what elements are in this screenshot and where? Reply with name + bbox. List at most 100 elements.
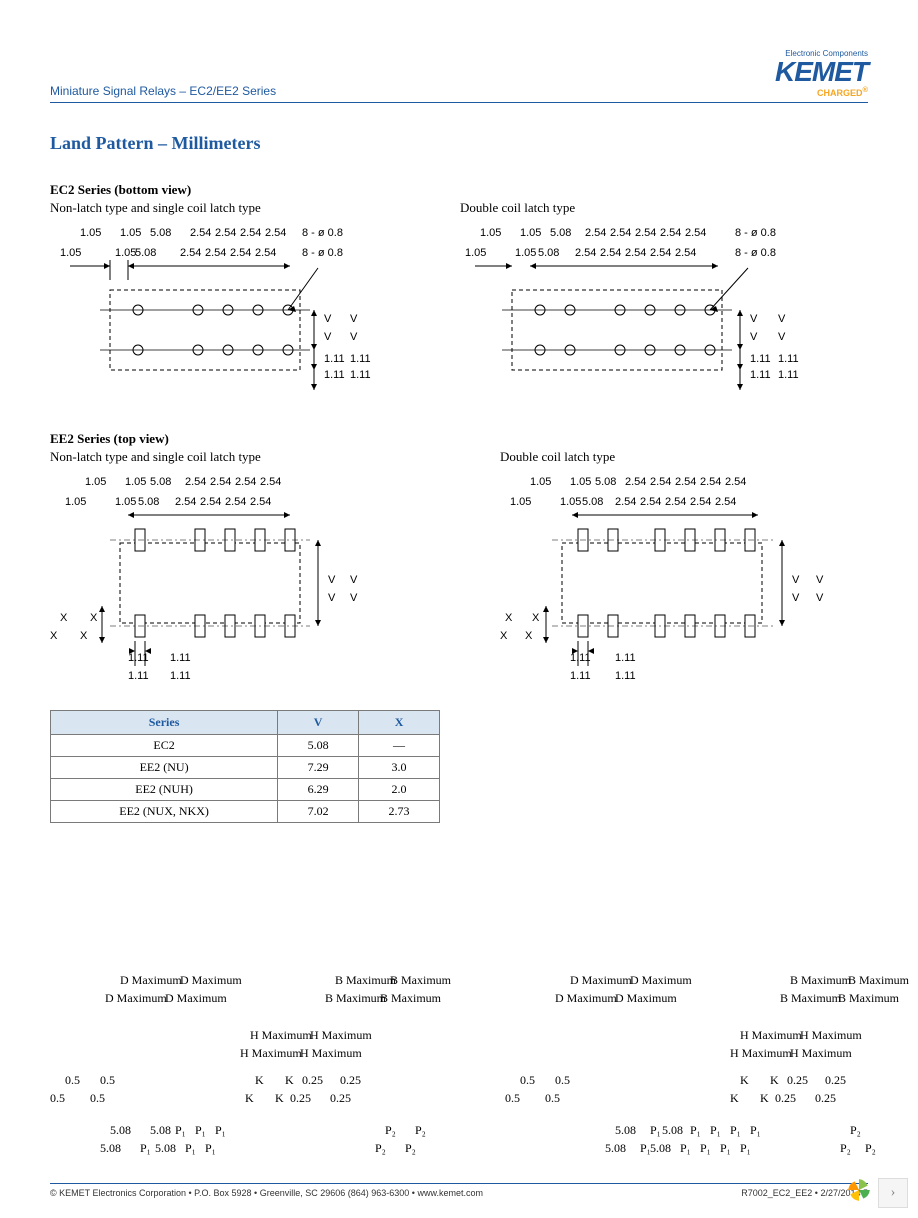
five08: 5.08: [150, 1123, 171, 1138]
dim-label: 1.11: [750, 353, 771, 365]
dim-label: 1.11: [350, 353, 371, 365]
kemet-logo: Electronic Components KEMET CHARGED®: [775, 50, 868, 98]
d-max: D Maximum: [120, 973, 182, 988]
td: 6.29: [278, 779, 359, 801]
ec2-left-subtitle: Non-latch type and single coil latch typ…: [50, 200, 380, 216]
dim-label: 1.05: [115, 496, 136, 508]
ec2-heading: EC2 Series (bottom view): [50, 182, 868, 198]
dim-label: 2.54: [200, 496, 221, 508]
dim-label: 2.54: [640, 496, 661, 508]
dim-label: V: [778, 331, 786, 343]
P2: P₂: [850, 1123, 861, 1138]
five08: 5.08: [110, 1123, 131, 1138]
section-title: Land Pattern – Millimeters: [50, 133, 868, 154]
dim-label: 2.54: [205, 247, 226, 259]
dim-label: 2.54: [675, 247, 696, 259]
dim-label: V: [816, 592, 824, 604]
ec2-diagrams: Non-latch type and single coil latch typ…: [50, 200, 868, 407]
logo-name: KEMET: [775, 58, 868, 86]
dim-label: 2.54: [625, 476, 646, 488]
th-x: X: [359, 711, 440, 735]
P1: P₁: [710, 1123, 721, 1138]
P2: P₂: [385, 1123, 396, 1138]
P2: P₂: [405, 1141, 416, 1156]
next-page-button[interactable]: ›: [878, 1178, 908, 1208]
pinwheel-icon[interactable]: [846, 1177, 872, 1208]
h-max: H Maximum: [310, 1028, 372, 1043]
dim-label: 2.54: [635, 227, 656, 239]
dim-label: X: [60, 612, 68, 624]
five08: 5.08: [605, 1141, 626, 1156]
td: 7.02: [278, 801, 359, 823]
dim-label: 1.11: [128, 670, 149, 681]
dim-label: X: [532, 612, 540, 624]
K: K: [245, 1091, 254, 1106]
dim-label: 8 - ø 0.8: [735, 227, 776, 239]
td: EE2 (NUX, NKX): [51, 801, 278, 823]
P1: P₁: [140, 1141, 151, 1156]
td: —: [359, 735, 440, 757]
td: EE2 (NUH): [51, 779, 278, 801]
dim-label: 1.11: [615, 670, 636, 681]
b-max: B Maximum: [380, 991, 441, 1006]
dim-label: V: [778, 313, 786, 325]
dim-label: 2.54: [615, 496, 636, 508]
dim-label: 1.11: [750, 369, 771, 381]
h-max: H Maximum: [790, 1046, 852, 1061]
dim-label: X: [500, 630, 508, 642]
dim-label: 1.05: [510, 496, 531, 508]
zero25: 0.25: [775, 1091, 796, 1106]
dim-label: 5.08: [138, 496, 159, 508]
td: EC2: [51, 735, 278, 757]
dim-label: 2.54: [225, 496, 246, 508]
P2: P₂: [375, 1141, 386, 1156]
h-max: H Maximum: [800, 1028, 862, 1043]
K: K: [255, 1073, 264, 1088]
ee2-diagrams: Non-latch type and single coil latch typ…: [50, 449, 868, 686]
dim-label: 1.05: [520, 227, 541, 239]
td: 2.0: [359, 779, 440, 801]
P2: P₂: [840, 1141, 851, 1156]
ee2-nonlatch-diagram: Non-latch type and single coil latch typ…: [50, 449, 380, 686]
dim-label: 1.05: [560, 496, 581, 508]
dim-label: 1.05: [65, 496, 86, 508]
dim-label: 2.54: [660, 227, 681, 239]
zero25: 0.25: [825, 1073, 846, 1088]
dim-label: 2.54: [690, 496, 711, 508]
K: K: [285, 1073, 294, 1088]
dim-label: V: [816, 574, 824, 586]
zero5: 0.5: [520, 1073, 535, 1088]
th-series: Series: [51, 711, 278, 735]
d-max: D Maximum: [630, 973, 692, 988]
P1: P₁: [650, 1123, 661, 1138]
dim-label: V: [792, 592, 800, 604]
lower-labels: D Maximum D Maximum D Maximum D Maximum …: [50, 973, 868, 1173]
dim-label: 2.54: [175, 496, 196, 508]
page-footer: © KEMET Electronics Corporation • P.O. B…: [50, 1183, 868, 1198]
P1: P₁: [215, 1123, 226, 1138]
d-max: D Maximum: [570, 973, 632, 988]
dim-label: 1.11: [778, 353, 799, 365]
zero5: 0.5: [90, 1091, 105, 1106]
dim-label: V: [324, 331, 332, 343]
dim-label: V: [750, 313, 758, 325]
dim-label: 5.08: [538, 247, 559, 259]
d-max: D Maximum: [555, 991, 617, 1006]
dim-label: 2.54: [215, 227, 236, 239]
h-max: H Maximum: [250, 1028, 312, 1043]
dim-label: 1.05: [515, 247, 536, 259]
K: K: [275, 1091, 284, 1106]
P1: P₁: [730, 1123, 741, 1138]
dim-label: V: [328, 592, 336, 604]
dim-label: 5.08: [550, 227, 571, 239]
dim-label: 1.11: [128, 652, 149, 664]
dim-label: 1.11: [570, 652, 591, 664]
dim-label: V: [350, 313, 358, 325]
dim-label: 8 - ø 0.8: [735, 247, 776, 259]
ee2-right-subtitle: Double coil latch type: [500, 449, 850, 465]
K: K: [770, 1073, 779, 1088]
table-row: EE2 (NUH) 6.29 2.0: [51, 779, 440, 801]
series-table: Series V X EC2 5.08 — EE2 (NU) 7.29 3.0 …: [50, 710, 440, 823]
doc-title: Miniature Signal Relays – EC2/EE2 Series: [50, 84, 276, 98]
dim-label: V: [328, 574, 336, 586]
